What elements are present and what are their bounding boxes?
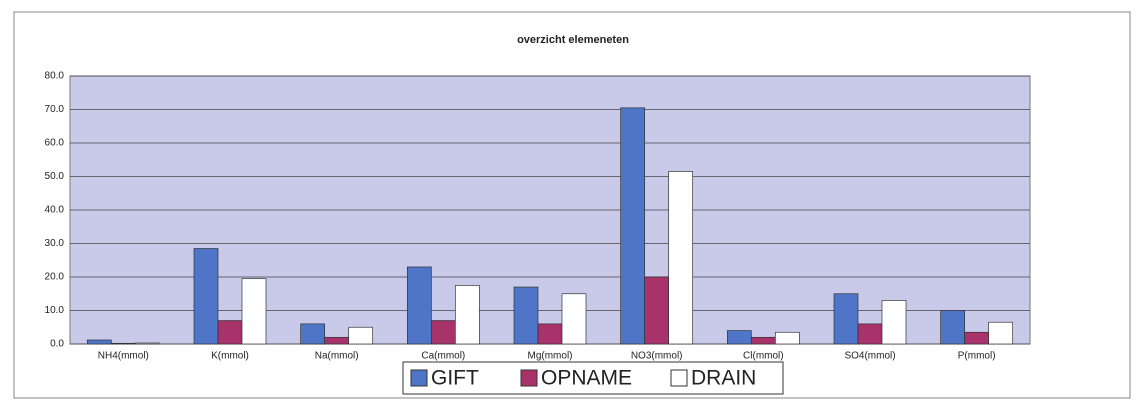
bar [561, 293, 587, 345]
bar [193, 248, 219, 345]
legend-swatch [520, 369, 538, 387]
bar [940, 310, 966, 345]
legend-label: OPNAME [541, 367, 632, 390]
y-tick-label: 70.0 [45, 104, 65, 115]
y-tick-label: 40.0 [45, 205, 65, 216]
bar [964, 331, 990, 345]
bar [537, 323, 563, 345]
y-tick-label: 30.0 [45, 238, 65, 249]
bar [110, 342, 136, 345]
bar [644, 276, 670, 345]
legend-swatch [410, 369, 428, 387]
y-tick-label: 10.0 [45, 305, 65, 316]
bar [217, 320, 243, 345]
bar [241, 278, 267, 345]
bar [430, 320, 456, 345]
y-tick-label: 60.0 [45, 138, 65, 149]
y-tick-label: 0.0 [50, 339, 64, 350]
bar [134, 342, 160, 345]
bar [300, 323, 326, 345]
bar [988, 321, 1014, 345]
bar [726, 330, 752, 345]
bar [881, 300, 907, 345]
x-tick-label: Na(mmol) [315, 351, 359, 362]
legend-label: DRAIN [691, 367, 756, 390]
bar [513, 286, 539, 345]
bar [857, 323, 883, 345]
y-tick-label: 20.0 [45, 272, 65, 283]
x-tick-label: Cl(mmol) [743, 351, 784, 362]
y-tick-label: 50.0 [45, 171, 65, 182]
x-tick-label: K(mmol) [211, 351, 249, 362]
bar [774, 331, 800, 345]
bar [324, 336, 350, 345]
bar [750, 336, 776, 345]
bar [86, 339, 112, 345]
bar [833, 293, 859, 345]
x-tick-label: NO3(mmol) [631, 351, 683, 362]
legend-box [402, 361, 784, 395]
bar [454, 285, 480, 345]
y-tick-label: 80.0 [45, 71, 65, 82]
x-tick-label: NH4(mmol) [98, 351, 149, 362]
bar [406, 266, 432, 345]
x-tick-label: Mg(mmol) [528, 351, 573, 362]
x-tick-label: Ca(mmol) [421, 351, 465, 362]
bar [668, 171, 694, 345]
bar [348, 326, 374, 345]
chart-title: overzicht elemeneten [517, 34, 629, 46]
bar [620, 107, 646, 345]
x-tick-label: SO4(mmol) [844, 351, 895, 362]
x-tick-label: P(mmol) [958, 351, 996, 362]
legend-swatch [670, 369, 688, 387]
legend-label: GIFT [431, 367, 479, 390]
